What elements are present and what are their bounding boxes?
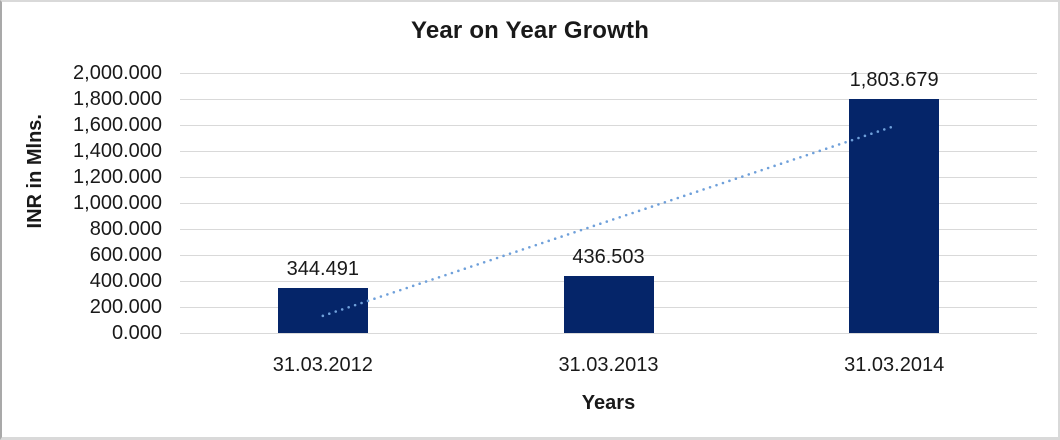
y-axis-tick-label: 800.000 bbox=[89, 218, 162, 240]
bar-31.03.2012 bbox=[277, 288, 368, 333]
bar-31.03.2014 bbox=[849, 98, 940, 333]
gridline bbox=[180, 333, 1037, 334]
y-axis-tick-label: 200.000 bbox=[89, 296, 162, 318]
bar-31.03.2013 bbox=[563, 276, 654, 333]
x-axis-tick-label: 31.03.2012 bbox=[272, 354, 373, 376]
x-axis-title: Years bbox=[581, 392, 636, 414]
y-axis-tick-label: 600.000 bbox=[89, 244, 162, 266]
plot-area bbox=[180, 73, 1037, 334]
bar-value-label: 344.491 bbox=[286, 258, 359, 281]
y-axis-tick-label: 1,800.000 bbox=[73, 88, 162, 110]
y-axis-tick-label: 400.000 bbox=[89, 270, 162, 292]
chart-title: Year on Year Growth bbox=[410, 17, 650, 44]
x-axis-tick-label: 31.03.2014 bbox=[844, 354, 945, 376]
gridline bbox=[180, 99, 1037, 100]
bar-value-label: 436.503 bbox=[572, 246, 645, 269]
y-axis-tick-label: 1,600.000 bbox=[73, 114, 162, 136]
y-axis-tick-label: 2,000.000 bbox=[73, 62, 162, 84]
y-axis-tick-label: 1,200.000 bbox=[73, 166, 162, 188]
x-axis-tick-label: 31.03.2013 bbox=[558, 354, 659, 376]
y-axis-tick-label: 0.000 bbox=[111, 322, 162, 344]
y-axis-tick-label: 1,400.000 bbox=[73, 140, 162, 162]
bar-value-label: 1,803.679 bbox=[849, 68, 939, 91]
gridline bbox=[180, 73, 1037, 74]
y-axis-tick-label: 1,000.000 bbox=[73, 192, 162, 214]
